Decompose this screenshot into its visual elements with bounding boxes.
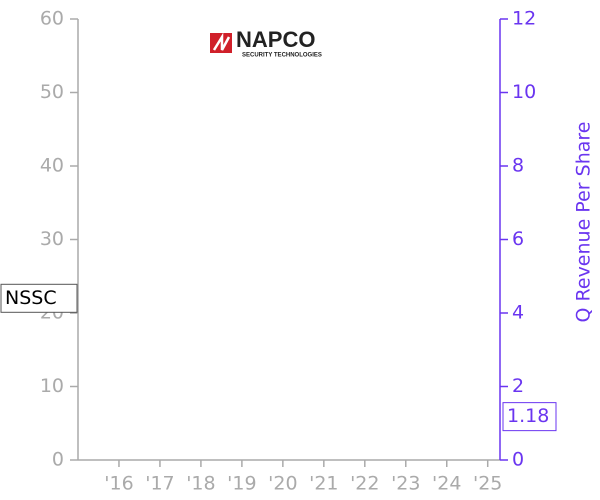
y-tick-label: 30 bbox=[40, 228, 64, 250]
logo-name: NAPCO bbox=[236, 27, 315, 52]
logo-tagline: SECURITY TECHNOLOGIES bbox=[242, 53, 322, 59]
x-tick-label: '24 bbox=[432, 473, 461, 495]
x-tick-label: '22 bbox=[350, 473, 379, 495]
x-tick-label: '19 bbox=[227, 473, 256, 495]
x-tick-label: '23 bbox=[391, 473, 420, 495]
y2-tick-label: 10 bbox=[512, 81, 536, 103]
x-tick-label: '18 bbox=[186, 473, 215, 495]
y2-tick-label: 12 bbox=[512, 8, 536, 30]
y-tick-label: 10 bbox=[40, 375, 64, 397]
y-tick-label: 60 bbox=[40, 8, 64, 30]
y2-axis-label: Q Revenue Per Share bbox=[573, 122, 595, 323]
logo-icon-mark bbox=[212, 32, 231, 51]
y2-tick-label: 4 bbox=[512, 302, 524, 324]
y2-tick-label: 0 bbox=[512, 449, 524, 471]
last-value-box bbox=[502, 402, 557, 432]
y2-tick-label: 6 bbox=[512, 228, 524, 250]
x-tick-label: '21 bbox=[309, 473, 338, 495]
x-tick-label: '16 bbox=[104, 473, 133, 495]
ticker-label: NSSC bbox=[5, 287, 57, 309]
y-tick-label: 40 bbox=[40, 155, 64, 177]
y-tick-label: 0 bbox=[52, 449, 64, 471]
x-tick-label: '25 bbox=[473, 473, 502, 495]
x-tick-label: '20 bbox=[268, 473, 297, 495]
y2-tick-label: 2 bbox=[512, 375, 524, 397]
y2-tick-label: 8 bbox=[512, 155, 524, 177]
ticker-label-box bbox=[0, 283, 78, 313]
x-tick-label: '17 bbox=[145, 473, 174, 495]
y-tick-label: 50 bbox=[40, 81, 64, 103]
last-value-label: 1.18 bbox=[507, 405, 549, 427]
